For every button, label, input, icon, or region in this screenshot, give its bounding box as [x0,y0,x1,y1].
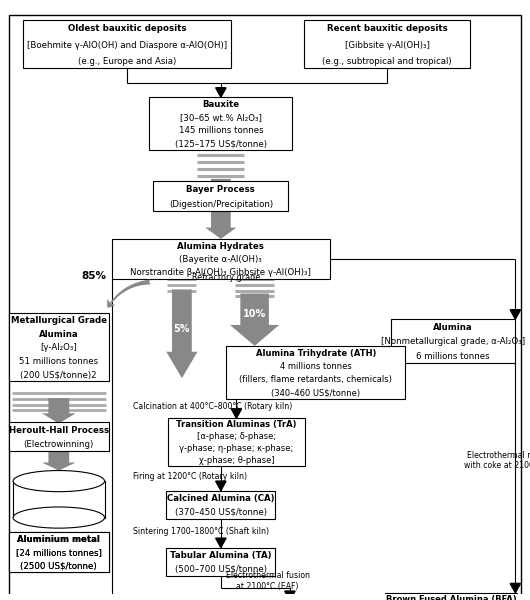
Text: (200 US$/tonne)2: (200 US$/tonne)2 [21,370,97,379]
Text: 85%: 85% [81,271,106,281]
FancyBboxPatch shape [153,181,288,211]
Text: (370–450 US$/tonne): (370–450 US$/tonne) [175,508,267,517]
Polygon shape [216,88,226,97]
Text: Metallurgical Grade: Metallurgical Grade [11,316,107,325]
Text: Calcined Alumina (CA): Calcined Alumina (CA) [167,494,275,503]
Text: Sintering 1700–1800°C (Shaft kiln): Sintering 1700–1800°C (Shaft kiln) [132,527,269,536]
Text: [Nonmetallurgical grade, α-Al₂O₃]: [Nonmetallurgical grade, α-Al₂O₃] [381,337,525,346]
FancyBboxPatch shape [226,346,405,399]
Text: Brown Fused Alumina (BFA): Brown Fused Alumina (BFA) [386,595,516,600]
Polygon shape [216,538,226,548]
Polygon shape [205,211,236,239]
FancyBboxPatch shape [166,548,276,576]
Text: 6 millions tonnes: 6 millions tonnes [416,352,490,361]
Polygon shape [510,310,520,319]
FancyArrowPatch shape [107,280,151,308]
Ellipse shape [13,470,104,491]
FancyBboxPatch shape [9,422,109,451]
Text: χ-phase; θ-phase]: χ-phase; θ-phase] [199,457,274,466]
Ellipse shape [13,507,104,528]
Text: Electrothermal reduction
with coke at 2100°C (EAF): Electrothermal reduction with coke at 21… [464,451,530,470]
Text: [24 millions tonnes]: [24 millions tonnes] [16,548,102,557]
Text: Tabular Alumina (TA): Tabular Alumina (TA) [170,551,271,560]
Polygon shape [231,409,242,418]
Text: (e.g., subtropical and tropical): (e.g., subtropical and tropical) [322,56,452,65]
Text: Norstrandite β-Al(OH)₃ Gibbsite γ-Al(OH)₃]: Norstrandite β-Al(OH)₃ Gibbsite γ-Al(OH)… [130,268,311,277]
Text: [α-phase; δ-phase;: [α-phase; δ-phase; [197,433,276,442]
Polygon shape [216,481,226,491]
Text: Alumina: Alumina [433,323,473,332]
Text: Heroult-Hall Process: Heroult-Hall Process [8,425,109,434]
Text: 5%: 5% [174,324,190,334]
FancyBboxPatch shape [149,97,292,150]
FancyBboxPatch shape [391,319,515,363]
Text: 4 millions tonnes: 4 millions tonnes [280,362,352,371]
Text: Aluminium metal: Aluminium metal [17,535,100,544]
Text: Alumina Trihydrate (ATH): Alumina Trihydrate (ATH) [255,349,376,358]
Polygon shape [510,583,520,593]
Text: Alumina: Alumina [39,329,78,338]
Text: (125–175 US$/tonne): (125–175 US$/tonne) [175,140,267,149]
Text: Bauxite: Bauxite [202,100,240,109]
FancyBboxPatch shape [9,313,109,381]
Text: (2500 US$/tonne): (2500 US$/tonne) [21,561,97,570]
Text: (2500 US$/tonne): (2500 US$/tonne) [21,561,97,570]
Text: [Gibbsite γ-Al(OH)₃]: [Gibbsite γ-Al(OH)₃] [344,41,429,50]
Text: (Digestion/Precipitation): (Digestion/Precipitation) [169,200,273,209]
Polygon shape [285,591,295,600]
Text: [γ-Al₂O₃]: [γ-Al₂O₃] [40,343,77,352]
Text: 10%: 10% [243,309,266,319]
Text: (fillers, flame retardants, chemicals): (fillers, flame retardants, chemicals) [240,375,392,384]
Text: (Bayerite α-Al(OH)₃: (Bayerite α-Al(OH)₃ [180,255,262,264]
Text: [30–65 wt.% Al₂O₃]: [30–65 wt.% Al₂O₃] [180,113,262,122]
Text: Electrothermal fusion
at 2100°C (EAF): Electrothermal fusion at 2100°C (EAF) [226,571,310,591]
Text: [24 millions tonnes]: [24 millions tonnes] [16,548,102,557]
Text: Firing at 1200°C (Rotary kiln): Firing at 1200°C (Rotary kiln) [132,472,246,481]
FancyBboxPatch shape [167,418,305,466]
FancyBboxPatch shape [23,20,231,68]
Polygon shape [205,179,236,182]
Text: Bayer Process: Bayer Process [187,185,255,194]
Text: (340–460 US$/tonne): (340–460 US$/tonne) [271,388,360,397]
FancyBboxPatch shape [9,532,109,572]
Polygon shape [166,289,198,378]
Polygon shape [42,451,76,470]
Polygon shape [230,293,279,346]
FancyBboxPatch shape [166,491,276,519]
Text: Refractory grade: Refractory grade [192,273,261,282]
Text: 145 millions tonnes: 145 millions tonnes [179,127,263,136]
FancyBboxPatch shape [304,20,470,68]
Text: Aluminium metal: Aluminium metal [17,535,100,544]
Text: (Electrowinning): (Electrowinning) [24,440,94,449]
Polygon shape [42,398,76,424]
Text: Transition Aluminas (TrA): Transition Aluminas (TrA) [176,421,297,430]
FancyBboxPatch shape [112,239,330,279]
Text: Oldest bauxitic deposits: Oldest bauxitic deposits [68,25,187,34]
Text: (500–700 US$/tonne): (500–700 US$/tonne) [175,565,267,574]
FancyBboxPatch shape [13,481,104,518]
FancyBboxPatch shape [9,532,109,572]
Text: 51 millions tonnes: 51 millions tonnes [19,357,99,366]
Text: Alumina Hydrates: Alumina Hydrates [178,242,264,251]
Text: Calcination at 400°C–800°C (Rotary kiln): Calcination at 400°C–800°C (Rotary kiln) [132,402,292,411]
Text: Recent bauxitic deposits: Recent bauxitic deposits [326,25,447,34]
Text: γ-phase; η-phase; κ-phase;: γ-phase; η-phase; κ-phase; [179,445,294,454]
Text: (e.g., Europe and Asia): (e.g., Europe and Asia) [78,56,176,65]
FancyBboxPatch shape [385,593,517,600]
Text: [Boehmite γ-AlO(OH) and Diaspore α-AlO(OH)]: [Boehmite γ-AlO(OH) and Diaspore α-AlO(O… [28,41,227,50]
